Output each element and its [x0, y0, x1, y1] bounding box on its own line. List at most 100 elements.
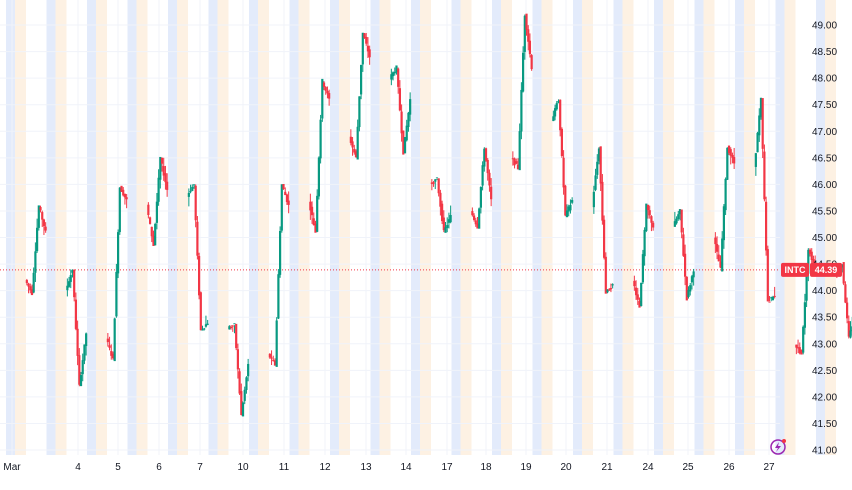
candle-body — [317, 157, 320, 197]
candle-body — [768, 301, 771, 303]
candle-body — [39, 207, 42, 211]
candle-body — [118, 187, 121, 233]
postmarket-shade — [663, 0, 674, 455]
candle-body — [802, 326, 805, 353]
x-tick-label: 10 — [237, 462, 249, 473]
candle-body — [328, 93, 331, 99]
premarket-shade — [654, 0, 663, 455]
candle-body — [199, 292, 202, 331]
candle-body — [844, 284, 847, 303]
candle-body — [125, 197, 128, 200]
candle-body — [565, 210, 569, 218]
candle-body — [240, 391, 243, 415]
candle-body — [400, 111, 403, 134]
candle-body — [67, 281, 71, 287]
candle-body — [196, 221, 199, 256]
premarket-shade — [330, 0, 339, 455]
candle-body — [282, 184, 285, 190]
candle-body — [515, 161, 518, 164]
candle-body — [640, 282, 643, 307]
x-tick-label: 14 — [400, 462, 412, 473]
postmarket-shade — [217, 0, 229, 455]
candle-body — [191, 186, 194, 191]
candle-body — [449, 215, 452, 223]
candle-body — [117, 232, 120, 274]
candle-body — [569, 204, 572, 211]
candle-body — [110, 351, 113, 356]
y-tick-label: 48.00 — [812, 74, 837, 85]
candle-body — [41, 212, 44, 220]
x-tick-label: 11 — [279, 462, 290, 473]
candle-body — [727, 145, 731, 154]
y-tick-label: 44.00 — [812, 286, 837, 297]
y-tick-label: 49.00 — [812, 21, 837, 32]
candle-body — [643, 229, 646, 257]
candle-body — [606, 289, 609, 293]
candle-body — [69, 275, 72, 282]
candle-body — [152, 235, 155, 246]
candle-body — [476, 223, 479, 229]
postmarket-shade — [96, 0, 107, 455]
candle-body — [272, 359, 275, 361]
candle-body — [123, 193, 127, 198]
candle-body — [398, 88, 401, 111]
candle-body — [314, 223, 317, 233]
candle-body — [754, 153, 757, 167]
y-tick-label: 43.50 — [812, 313, 837, 324]
candle-body — [310, 206, 314, 216]
postmarket-shade — [258, 0, 269, 455]
lightning-bolt-icon[interactable] — [770, 439, 786, 455]
x-tick-label: 19 — [520, 462, 532, 473]
premarket-shade — [573, 0, 582, 455]
candle-body — [115, 271, 118, 317]
x-tick-label: 12 — [319, 462, 331, 473]
logo-dot — [782, 439, 786, 443]
candle-body — [486, 159, 489, 174]
candle-body — [228, 326, 231, 330]
candle-body — [275, 320, 278, 367]
x-tick-label: 4 — [75, 462, 81, 473]
candle-body — [810, 251, 813, 261]
candle-body — [552, 116, 555, 122]
candle-body — [287, 200, 290, 205]
postmarket-shade — [298, 0, 310, 455]
candle-body — [525, 13, 528, 30]
x-tick-label: 26 — [723, 462, 735, 473]
postmarket-shade — [460, 0, 472, 455]
candle-body — [284, 191, 287, 196]
candle-body — [198, 256, 201, 296]
x-tick-label: 13 — [360, 462, 372, 473]
candle-body — [562, 157, 565, 188]
y-tick-label: 45.00 — [812, 233, 837, 244]
candle-body — [30, 289, 34, 296]
candle-body — [391, 72, 395, 77]
postmarket-shade — [582, 0, 593, 455]
candle-body — [805, 275, 808, 301]
candle-body — [758, 115, 761, 136]
candle-body — [231, 325, 234, 327]
candle-body — [559, 99, 562, 131]
candle-body — [472, 215, 476, 220]
candle-body — [437, 178, 440, 194]
candle-body — [32, 272, 35, 293]
premarket-shade — [46, 0, 56, 455]
candle-body — [773, 295, 776, 298]
candle-body — [111, 353, 115, 359]
candle-body — [689, 285, 692, 292]
candle-body — [42, 219, 46, 227]
candle-body — [650, 216, 653, 223]
candle-body — [122, 189, 125, 196]
candle-body — [646, 204, 650, 211]
candle-body — [66, 285, 69, 291]
candle-body — [78, 355, 81, 385]
candle-body — [435, 177, 439, 179]
candle-body — [715, 243, 719, 252]
postmarket-shade — [825, 0, 836, 455]
candle-body — [273, 360, 277, 366]
candle-body — [245, 377, 248, 390]
time-axis[interactable]: Mar 4 5 6 7 10 11 12 13 14 17 18 19 20 21 24 25 26 27 — [3, 462, 775, 473]
candle-body — [360, 64, 363, 95]
candle-body — [771, 296, 775, 301]
